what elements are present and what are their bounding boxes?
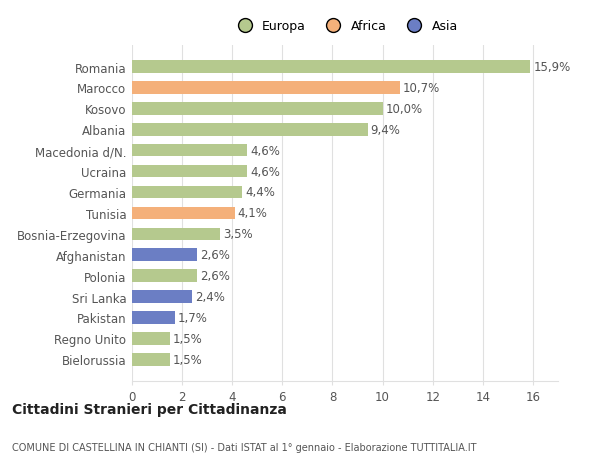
Bar <box>132 312 175 324</box>
Text: 1,5%: 1,5% <box>173 332 202 345</box>
Text: Cittadini Stranieri per Cittadinanza: Cittadini Stranieri per Cittadinanza <box>12 402 287 416</box>
Bar <box>132 145 247 157</box>
Bar <box>132 228 220 241</box>
Text: 4,6%: 4,6% <box>250 145 280 157</box>
Bar <box>132 82 400 95</box>
Text: 10,7%: 10,7% <box>403 82 440 95</box>
Bar <box>132 207 235 220</box>
Text: 1,5%: 1,5% <box>173 353 202 366</box>
Text: 2,4%: 2,4% <box>195 291 225 303</box>
Bar <box>132 165 247 178</box>
Bar <box>132 270 197 282</box>
Text: COMUNE DI CASTELLINA IN CHIANTI (SI) - Dati ISTAT al 1° gennaio - Elaborazione T: COMUNE DI CASTELLINA IN CHIANTI (SI) - D… <box>12 442 476 452</box>
Text: 1,7%: 1,7% <box>178 311 208 324</box>
Text: 15,9%: 15,9% <box>533 61 571 74</box>
Bar <box>132 61 530 73</box>
Text: 4,1%: 4,1% <box>238 207 268 220</box>
Text: 4,6%: 4,6% <box>250 165 280 178</box>
Bar <box>132 103 383 115</box>
Bar <box>132 353 170 366</box>
Text: 2,6%: 2,6% <box>200 269 230 282</box>
Bar <box>132 186 242 199</box>
Bar <box>132 124 368 136</box>
Text: 2,6%: 2,6% <box>200 249 230 262</box>
Text: 10,0%: 10,0% <box>386 103 423 116</box>
Bar <box>132 291 192 303</box>
Legend: Europa, Africa, Asia: Europa, Africa, Asia <box>227 15 463 38</box>
Text: 9,4%: 9,4% <box>371 123 400 136</box>
Bar <box>132 332 170 345</box>
Text: 4,4%: 4,4% <box>245 186 275 199</box>
Text: 3,5%: 3,5% <box>223 228 253 241</box>
Bar <box>132 249 197 262</box>
